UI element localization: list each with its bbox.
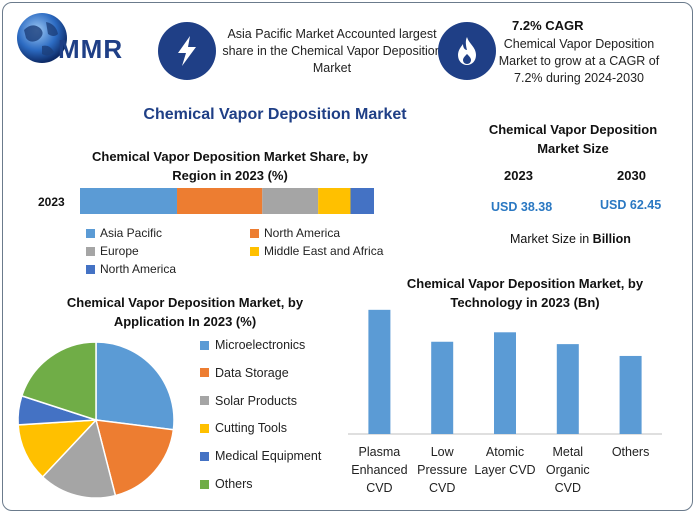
tech-tick-label-atomic-layer-cvd-1: Layer CVD [474, 463, 535, 477]
region-bar-segment-4-north-america [350, 188, 374, 214]
legend-label: Microelectronics [215, 338, 306, 352]
market-size-unit-prefix: Market Size in [510, 232, 593, 246]
brand-name: MMR [58, 34, 124, 64]
tech-tick-label-plasma-enhanced-cvd-0: Plasma [359, 445, 401, 459]
legend-swatch [200, 451, 209, 461]
pie-slice-data-storage [94, 419, 175, 497]
tech-tick-label-low-pressure-cvd-0: Low [431, 445, 455, 459]
market-size-year-2030: 2030 [617, 168, 646, 183]
legend-label: Middle East and Africa [264, 244, 384, 258]
legend-swatch [86, 264, 95, 274]
technology-chart-title: Chemical Vapor Deposition Market, by Tec… [406, 276, 644, 310]
region-legend-item-1: North America [250, 226, 340, 240]
legend-swatch [200, 479, 209, 489]
tech-tick-label-metal-organic-cvd-1: Organic [546, 463, 590, 477]
legend-swatch [200, 368, 209, 378]
globe-icon [17, 13, 67, 63]
tech-bar-atomic-layer-cvd [494, 332, 516, 434]
legend-swatch [86, 228, 95, 238]
legend-swatch [250, 228, 259, 238]
flame-icon-badge [438, 22, 496, 80]
lightning-icon-badge [158, 22, 216, 80]
market-size-value-2030: USD 62.45 [600, 198, 662, 212]
tech-tick-label-plasma-enhanced-cvd-2: CVD [366, 481, 392, 495]
legend-swatch [86, 246, 95, 256]
application-legend-item-cutting-tools: Cutting Tools [200, 421, 287, 435]
region-legend-item-3: Middle East and Africa [250, 244, 383, 258]
region-legend-item-4: North America [86, 262, 176, 276]
tech-tick-label-plasma-enhanced-cvd-1: Enhanced [351, 463, 407, 477]
region-legend-item-2: Europe [86, 244, 139, 258]
legend-label: Others [215, 477, 253, 491]
tech-tick-label-metal-organic-cvd-2: CVD [555, 481, 581, 495]
region-legend-item-0: Asia Pacific [86, 226, 162, 240]
lightning-icon [178, 36, 196, 66]
region-bar-segment-2-europe [262, 188, 319, 214]
pie-slice-others [20, 341, 97, 422]
tech-tick-label-atomic-layer-cvd-0: Atomic [486, 445, 524, 459]
infographic-frame [2, 2, 693, 511]
page-title: Chemical Vapor Deposition Market [143, 106, 407, 123]
tech-tick-label-metal-organic-cvd-0: Metal [553, 445, 584, 459]
flame-icon [458, 37, 476, 65]
application-legend-item-solar-products: Solar Products [200, 394, 297, 408]
region-bar-segment-1-north-america [177, 188, 263, 214]
legend-label: Cutting Tools [215, 421, 288, 436]
region-chart-title: Chemical Vapor Deposition Market Share, … [92, 149, 368, 183]
market-size-unit-bold: Billion [592, 232, 631, 246]
legend-swatch [250, 246, 259, 256]
tech-bar-low-pressure-cvd [431, 341, 454, 434]
market-size-year-2023: 2023 [504, 168, 533, 183]
market-size-title: Chemical Vapor Deposition Market Size [488, 122, 658, 156]
legend-label: North America [100, 262, 177, 276]
technology-bar-chart: Plasma Enhanced CVD Low Pressure CVD Atomic Lay… [348, 309, 662, 495]
application-chart-title: Chemical Vapor Deposition Market, by App… [66, 295, 304, 329]
cagr-description: Chemical Vapor Deposition Market to grow… [498, 37, 660, 85]
legend-label: Medical Equipment [215, 449, 322, 464]
application-legend: Microelectronics Data Storage Solar Produc… [200, 338, 360, 503]
market-size-value-2023: USD 38.38 [491, 200, 553, 214]
pie-slice-solar-products [41, 418, 117, 499]
tech-tick-label-others-0: Others [612, 445, 650, 459]
legend-swatch [200, 340, 209, 350]
legend-label: North America [264, 226, 341, 240]
pie-slice-microelectronics [95, 341, 175, 431]
legend-swatch [200, 423, 209, 433]
application-legend-item-others: Others [200, 477, 253, 491]
tech-tick-label-low-pressure-cvd-1: Pressure [417, 463, 467, 477]
legend-label: Europe [100, 244, 139, 258]
tech-bar-plasma-enhanced-cvd [368, 309, 391, 434]
region-stacked-bar-chart [80, 188, 374, 214]
legend-swatch [200, 396, 209, 406]
region-bar-segment-3-middle-east-and-africa [318, 188, 351, 214]
application-legend-item-medical-equipment: Medical Equipment [200, 449, 321, 463]
region-bar-category-label: 2023 [38, 195, 65, 209]
legend-label: Asia Pacific [100, 226, 163, 240]
tech-tick-label-low-pressure-cvd-2: CVD [429, 481, 455, 495]
legend-label: Data Storage [215, 365, 289, 380]
legend-label: Solar Products [215, 393, 297, 408]
region-bar-segment-0-asia-pacific [80, 188, 178, 214]
tech-bar-others [619, 355, 642, 434]
tech-bar-metal-organic-cvd [556, 344, 579, 434]
region-legend: Asia Pacific North America Europe Middle Ea… [86, 226, 416, 280]
application-legend-item-data-storage: Data Storage [200, 366, 289, 380]
header-info-asia-pacific: Asia Pacific Market Accounted largest sh… [222, 27, 442, 75]
cagr-title: 7.2% CAGR [512, 18, 584, 33]
brand-logo [12, 8, 142, 68]
market-size-unit-note: Market Size in Billion [510, 232, 631, 246]
application-pie-chart [17, 341, 175, 499]
application-legend-item-microelectronics: Microelectronics [200, 338, 305, 352]
